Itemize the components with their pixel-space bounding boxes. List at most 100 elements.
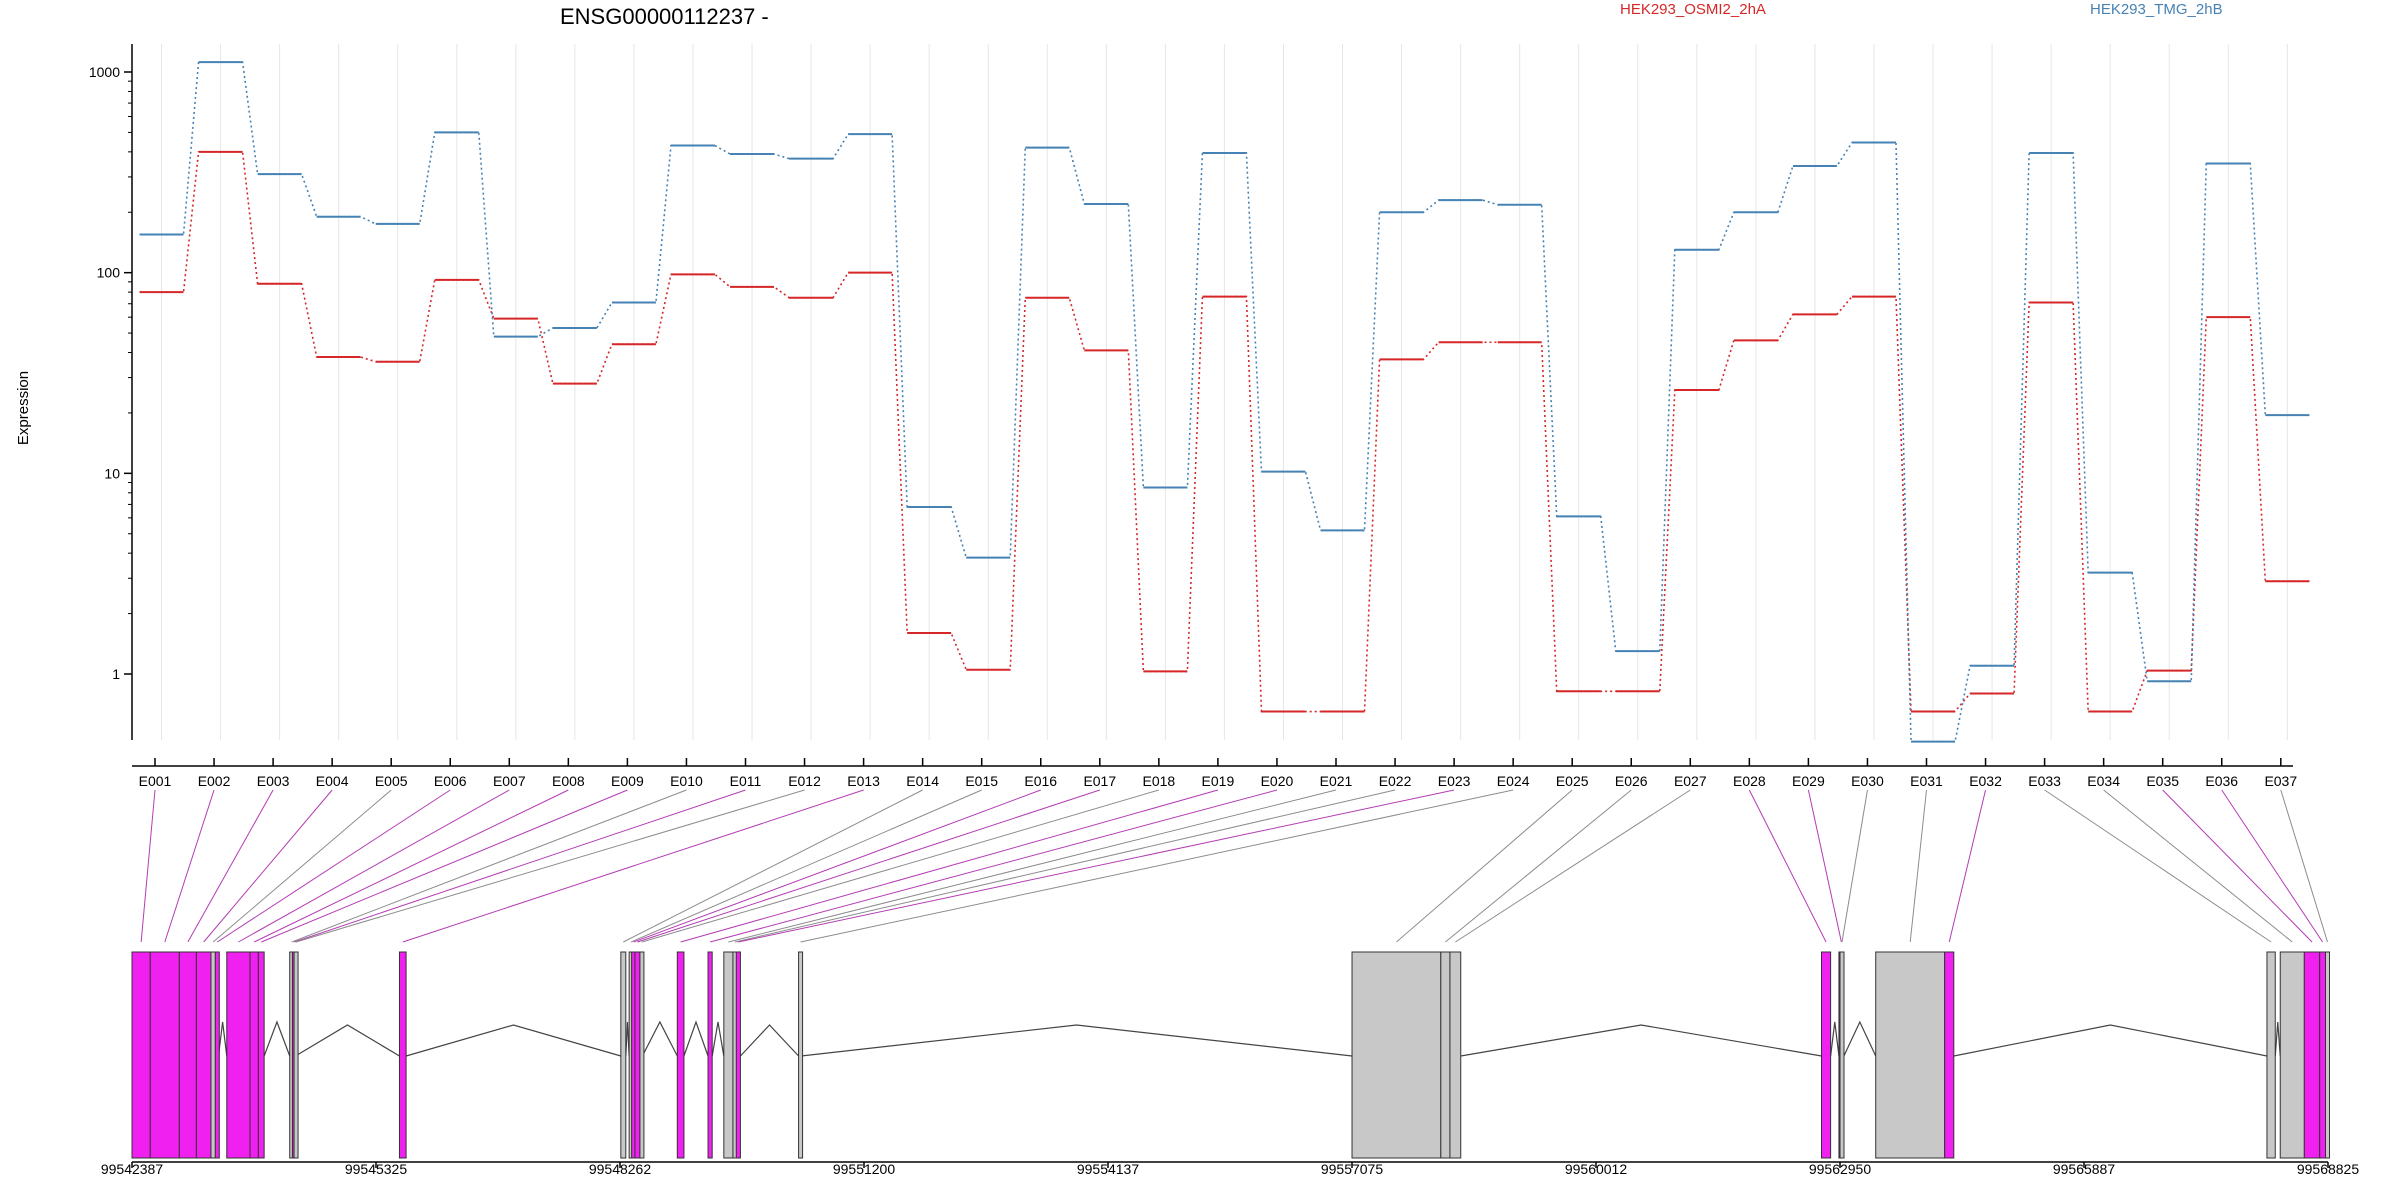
x-tick-label: E036 bbox=[2205, 773, 2238, 789]
x-tick-label: E031 bbox=[1910, 773, 1943, 789]
intron-line bbox=[2274, 1021, 2281, 1057]
y-axis: 1 10 100 1000 bbox=[89, 44, 133, 740]
x-tick-label: E027 bbox=[1674, 773, 1707, 789]
intron-line bbox=[405, 1024, 621, 1057]
x-tick-label: E009 bbox=[611, 773, 644, 789]
exon-connector bbox=[1948, 789, 1987, 943]
genomic-tick-label: 99545325 bbox=[345, 1161, 408, 1177]
x-tick-label: E020 bbox=[1261, 773, 1294, 789]
x-tick-label: E004 bbox=[316, 773, 349, 789]
intron-line bbox=[711, 1021, 725, 1057]
exon-connector bbox=[630, 789, 982, 943]
exon-box bbox=[293, 951, 299, 1159]
intron-line bbox=[1843, 1020, 1877, 1057]
exon-box bbox=[1875, 951, 1946, 1159]
exon-connector bbox=[187, 789, 274, 943]
x-tick-label: E001 bbox=[139, 773, 172, 789]
exon-box bbox=[676, 951, 685, 1159]
x-tick-label: E015 bbox=[965, 773, 998, 789]
exon-box bbox=[1449, 951, 1462, 1159]
exon-connector bbox=[1909, 789, 1927, 943]
intron-line bbox=[739, 1024, 800, 1057]
exon-connector-lines bbox=[140, 789, 2328, 943]
exon-connector bbox=[641, 789, 1159, 943]
series-2-line bbox=[139, 61, 2310, 743]
exon-connector bbox=[1748, 789, 1827, 943]
exon-box bbox=[2325, 951, 2331, 1159]
x-tick-label: E014 bbox=[906, 773, 939, 789]
exon-box bbox=[131, 951, 151, 1159]
exon-connector bbox=[2280, 789, 2328, 943]
exon-connector bbox=[238, 789, 510, 943]
genomic-tick-label: 99548262 bbox=[589, 1161, 652, 1177]
y-tick-label: 1 bbox=[112, 666, 120, 682]
exon-connector bbox=[709, 789, 1278, 943]
genomic-tick-label: 99551200 bbox=[833, 1161, 896, 1177]
exon-connector bbox=[1396, 789, 1573, 943]
genomic-tick-label: 99568825 bbox=[2297, 1161, 2360, 1177]
exon-connector bbox=[623, 789, 923, 943]
exon-box bbox=[226, 951, 251, 1159]
exon-connector bbox=[2221, 789, 2324, 943]
x-tick-label: E021 bbox=[1320, 773, 1353, 789]
gene-model bbox=[131, 951, 2331, 1159]
x-tick-label: E013 bbox=[847, 773, 880, 789]
x-tick-label: E016 bbox=[1024, 773, 1057, 789]
y-tick-label: 10 bbox=[104, 465, 120, 481]
exon-box bbox=[149, 951, 180, 1159]
exon-connector bbox=[1841, 789, 1868, 943]
exon-box bbox=[723, 951, 734, 1159]
exon-connector bbox=[2162, 789, 2313, 943]
exon-connector bbox=[402, 789, 864, 943]
legend-entry-2: HEK293_TMG_2hB bbox=[2090, 1, 2223, 18]
exon-box bbox=[798, 951, 804, 1159]
exon-box bbox=[398, 951, 407, 1159]
exon-connector bbox=[164, 789, 215, 943]
exon-connector bbox=[203, 789, 333, 943]
y-tick-label: 1000 bbox=[89, 64, 120, 80]
exon-connector bbox=[2044, 789, 2272, 943]
exon-box bbox=[620, 951, 627, 1159]
exon-connector bbox=[291, 789, 687, 943]
intron-line bbox=[800, 1024, 1353, 1057]
exon-connector bbox=[253, 789, 569, 943]
exon-connector bbox=[2103, 789, 2293, 943]
exon-connector bbox=[1807, 789, 1842, 943]
intron-line bbox=[217, 1021, 228, 1057]
exon-connector bbox=[738, 789, 1455, 943]
exon-connector bbox=[633, 789, 1041, 943]
x-tick-label: E012 bbox=[788, 773, 821, 789]
intron-line bbox=[295, 1024, 400, 1057]
intron-line bbox=[1953, 1024, 2268, 1057]
x-tick-label: E026 bbox=[1615, 773, 1648, 789]
x-tick-label: E024 bbox=[1497, 773, 1530, 789]
x-tick-label: E006 bbox=[434, 773, 467, 789]
series-lines bbox=[139, 61, 2310, 743]
exon-connector bbox=[728, 789, 1337, 943]
intron-line bbox=[683, 1020, 709, 1057]
exon-connector bbox=[800, 789, 1514, 943]
intron-line bbox=[625, 1021, 630, 1057]
exon-connector bbox=[1445, 789, 1632, 943]
x-tick-label: E029 bbox=[1792, 773, 1825, 789]
genomic-tick-label: 99565887 bbox=[2053, 1161, 2116, 1177]
vertical-grid bbox=[161, 44, 2288, 740]
genomic-tick-label: 99557075 bbox=[1321, 1161, 1384, 1177]
genomic-axis: 99542387 99545325 99548262 99551200 99554137… bbox=[101, 1161, 2360, 1177]
exon-box bbox=[707, 951, 713, 1159]
exon-connector bbox=[140, 789, 156, 943]
exon-connector bbox=[261, 789, 628, 943]
exon-box bbox=[2266, 951, 2276, 1159]
intron-line bbox=[1460, 1024, 1822, 1057]
genomic-tick-label: 99562950 bbox=[1809, 1161, 1872, 1177]
x-tick-label: E019 bbox=[1202, 773, 1235, 789]
y-axis-label: Expression bbox=[15, 371, 32, 445]
intron-line bbox=[641, 1020, 678, 1057]
exon-box bbox=[1820, 951, 1832, 1159]
x-tick-label: E018 bbox=[1142, 773, 1175, 789]
exon-connector bbox=[217, 789, 451, 943]
exon-connector bbox=[680, 789, 1219, 943]
chart-title: ENSG00000112237 - bbox=[560, 4, 769, 29]
genomic-tick-label: 99560012 bbox=[1565, 1161, 1628, 1177]
